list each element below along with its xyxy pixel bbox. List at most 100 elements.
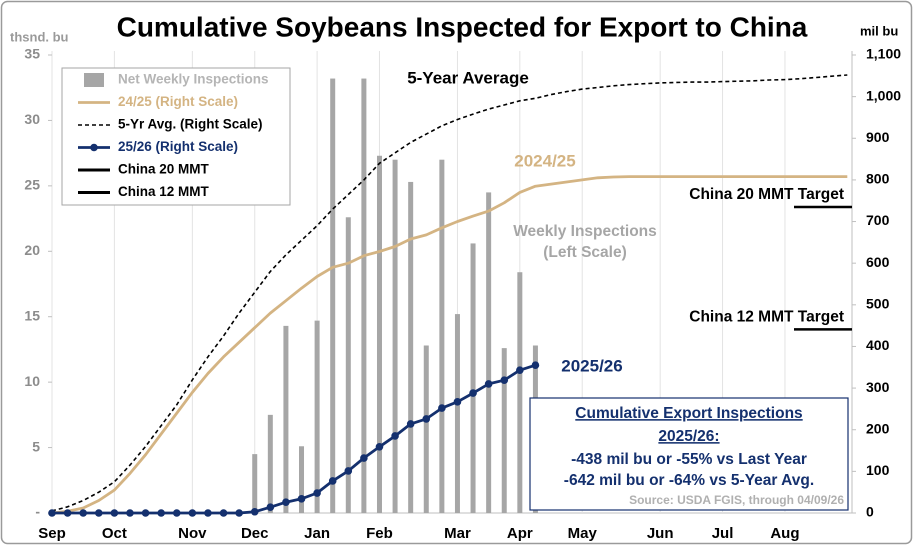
bar	[299, 446, 305, 513]
bar	[345, 217, 351, 513]
y-tick-label: 15	[24, 307, 40, 323]
line-marker	[157, 509, 165, 517]
line-marker	[531, 361, 540, 369]
y2-axis-label: mil bu	[860, 23, 898, 38]
x-tick-label: Sep	[38, 525, 66, 542]
annotation: 2025/26	[561, 356, 622, 375]
y2-tick-label: 900	[866, 129, 890, 145]
note-subtitle: 2025/26:	[658, 428, 719, 445]
legend-label: 25/26 (Right Scale)	[118, 139, 238, 154]
line-series	[51, 175, 848, 515]
line-marker	[266, 503, 275, 511]
legend-label: China 20 MMT	[118, 162, 210, 177]
line-marker	[110, 509, 119, 517]
line-marker	[94, 509, 103, 517]
x-tick-label: Dec	[241, 525, 269, 542]
y2-tick-label: 400	[866, 337, 890, 353]
line-marker	[219, 509, 228, 517]
x-tick-label: Jan	[304, 525, 330, 542]
line-marker	[141, 509, 150, 517]
line-marker	[391, 432, 399, 440]
legend-label: Net Weekly Inspections	[118, 72, 269, 87]
line-marker	[126, 509, 134, 517]
line-series	[51, 74, 848, 512]
line-marker	[172, 509, 181, 517]
line-marker	[500, 376, 509, 384]
bar	[361, 78, 367, 513]
note-box	[529, 397, 849, 511]
x-tick-label: Apr	[507, 525, 533, 542]
line-marker	[375, 442, 384, 451]
y-tick-label: -	[35, 504, 40, 520]
x-tick-label: Jun	[647, 525, 674, 542]
line-marker	[297, 495, 306, 503]
target-label: China 12 MMT Target	[689, 308, 844, 325]
y-axis-label: thsnd. bu	[10, 29, 69, 44]
line-marker	[484, 380, 493, 388]
bar	[470, 243, 476, 514]
legend-label: China 12 MMT	[118, 184, 210, 199]
bar	[330, 78, 336, 513]
bar	[392, 159, 398, 513]
x-tick-label: Feb	[366, 525, 393, 542]
annotation: (Left Scale)	[543, 244, 627, 261]
note-title: Cumulative Export Inspections	[575, 405, 802, 422]
bar	[376, 155, 382, 513]
y2-tick-label: 800	[866, 171, 890, 187]
line-marker	[438, 404, 446, 412]
y-tick-label: 30	[24, 111, 40, 127]
target-label: China 20 MMT Target	[689, 186, 844, 203]
x-tick-label: Nov	[178, 525, 207, 542]
annotation: 5-Year Average	[407, 68, 529, 87]
line-marker	[79, 509, 87, 517]
line-marker	[188, 509, 197, 517]
legend-label: 24/25 (Right Scale)	[118, 94, 238, 109]
line-marker	[235, 509, 243, 517]
x-tick-label: Jul	[712, 525, 734, 542]
bar	[252, 454, 258, 513]
note-line: -642 mil bu or -64% vs 5-Year Avg.	[564, 472, 814, 489]
y2-tick-label: 600	[866, 254, 890, 270]
y-tick-label: 10	[24, 373, 40, 389]
bar	[486, 192, 492, 513]
y-tick-label: 5	[32, 438, 40, 454]
legend-swatch	[84, 73, 104, 87]
line-marker	[63, 509, 72, 517]
line-marker	[469, 389, 477, 397]
x-tick-label: Oct	[102, 525, 127, 542]
x-tick-label: May	[568, 525, 598, 542]
line-marker	[328, 477, 337, 485]
annotation: 2024/25	[514, 151, 575, 170]
line-marker	[516, 366, 524, 374]
y2-tick-label: 700	[866, 212, 890, 228]
line-marker	[360, 454, 368, 462]
y-tick-label: 20	[24, 242, 40, 258]
bar	[454, 314, 460, 513]
note-line: -438 mil bu or -55% vs Last Year	[571, 451, 807, 468]
annotation: Weekly Inspections	[513, 223, 657, 240]
line-marker	[250, 507, 259, 516]
line-marker	[453, 398, 462, 406]
y2-tick-label: 200	[866, 420, 890, 436]
bar	[408, 181, 414, 513]
y2-tick-label: 100	[866, 462, 890, 478]
bar	[314, 320, 320, 513]
bar	[439, 159, 445, 513]
bar	[267, 414, 273, 513]
line-marker	[406, 420, 415, 428]
source: Source: USDA FGIS, through 04/09/26	[629, 493, 844, 507]
line-marker	[48, 509, 56, 517]
chart-title: Cumulative Soybeans Inspected for Export…	[117, 11, 808, 42]
bar	[517, 272, 523, 513]
line-marker	[344, 467, 353, 475]
line-marker	[313, 489, 321, 497]
x-tick-label: Mar	[444, 525, 471, 542]
line-marker	[282, 498, 290, 506]
y2-tick-label: 0	[866, 504, 874, 520]
legend-label: 5-Yr Avg. (Right Scale)	[118, 117, 263, 132]
bar	[423, 345, 429, 513]
bar	[501, 348, 507, 513]
bar	[283, 325, 289, 513]
